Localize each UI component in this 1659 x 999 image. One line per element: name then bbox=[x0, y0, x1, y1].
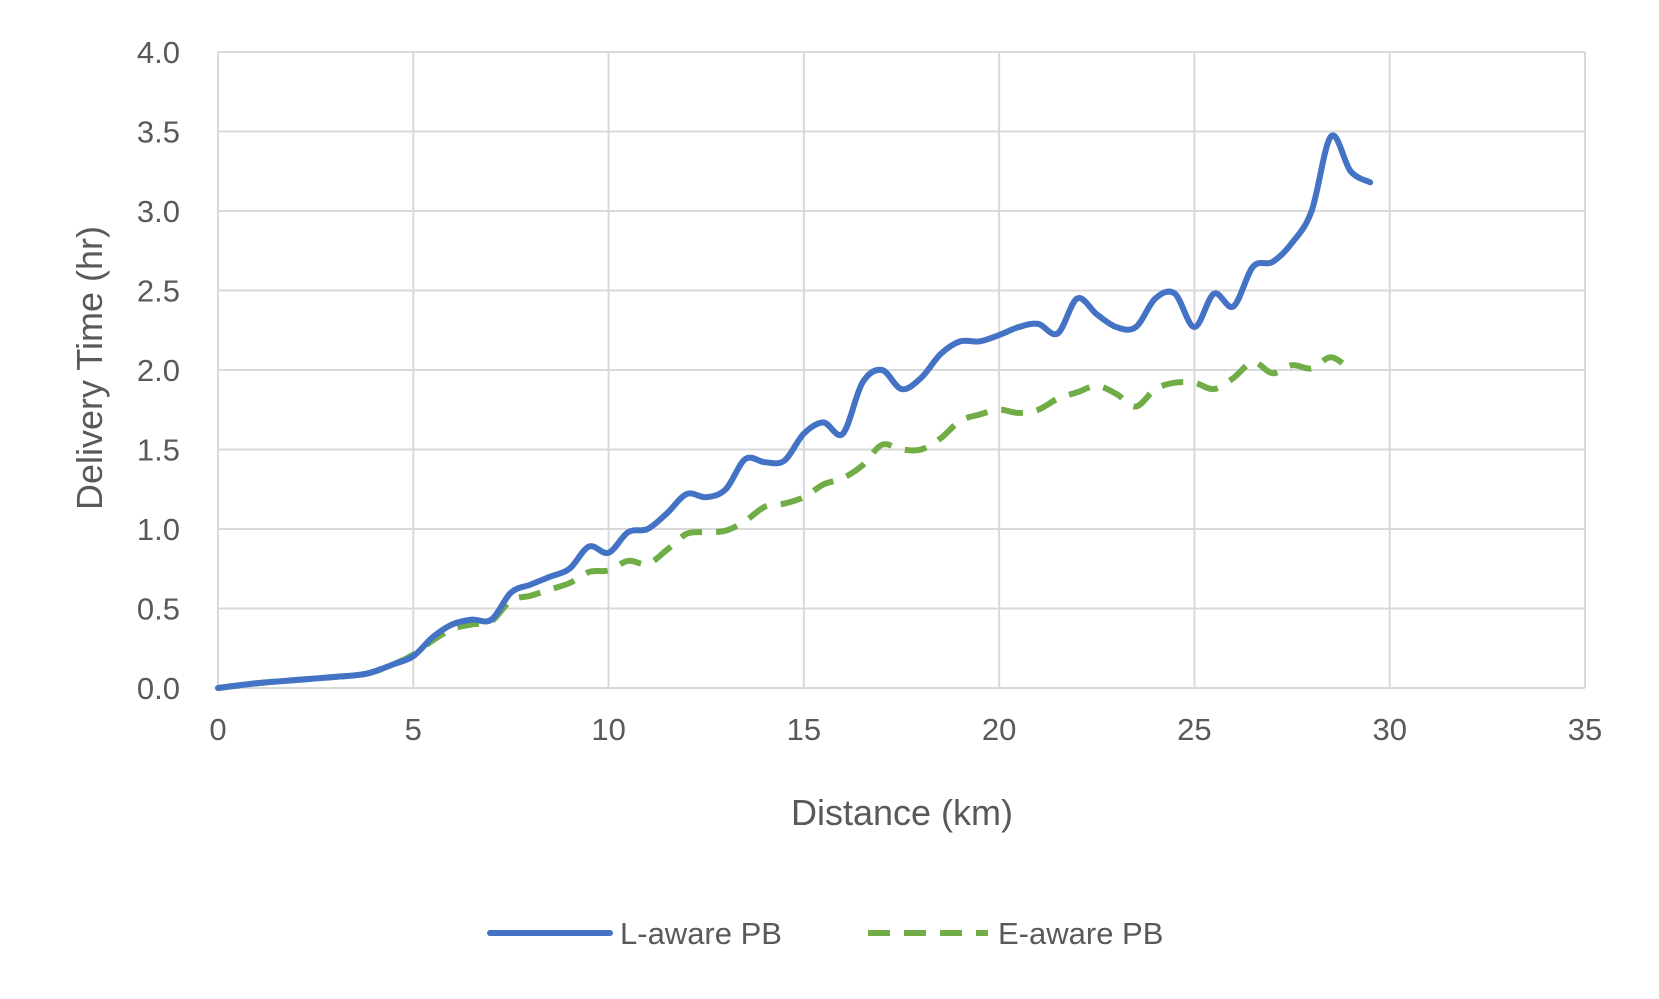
y-tick-label-4: 2.0 bbox=[137, 353, 180, 388]
x-tick-label-3: 15 bbox=[787, 712, 821, 747]
series-layer bbox=[215, 132, 1374, 691]
series-line-e-aware-pb bbox=[217, 354, 1353, 691]
gridlines bbox=[217, 51, 1586, 689]
x-tick-label-4: 20 bbox=[982, 712, 1016, 747]
x-tick-label-5: 25 bbox=[1177, 712, 1211, 747]
y-tick-label-0: 0.0 bbox=[137, 671, 180, 706]
x-tick-label-6: 30 bbox=[1372, 712, 1406, 747]
x-tick-label-0: 0 bbox=[209, 712, 226, 747]
y-tick-label-7: 3.5 bbox=[137, 115, 180, 150]
y-tick-label-2: 1.0 bbox=[137, 512, 180, 547]
x-tick-label-1: 5 bbox=[405, 712, 422, 747]
series-line-l-aware-pb bbox=[215, 132, 1374, 691]
x-tick-label-2: 10 bbox=[591, 712, 625, 747]
x-tick-label-7: 35 bbox=[1568, 712, 1602, 747]
legend: L-aware PB E-aware PB bbox=[487, 916, 1163, 951]
y-tick-label-8: 4.0 bbox=[137, 35, 180, 70]
y-axis-title: Delivery Time (hr) bbox=[69, 226, 110, 510]
legend-label-l-aware-pb: L-aware PB bbox=[620, 916, 782, 951]
y-tick-label-5: 2.5 bbox=[137, 274, 180, 309]
legend-label-e-aware-pb: E-aware PB bbox=[998, 916, 1163, 951]
tick-labels: 0 5 10 15 20 25 30 35 0.0 0.5 1.0 1.5 2.0 2.5 3.0 3.5 4.… bbox=[137, 35, 1602, 747]
y-tick-label-6: 3.0 bbox=[137, 194, 180, 229]
x-axis-title: Distance (km) bbox=[791, 792, 1013, 833]
y-tick-label-3: 1.5 bbox=[137, 433, 180, 468]
y-tick-label-1: 0.5 bbox=[137, 592, 180, 627]
